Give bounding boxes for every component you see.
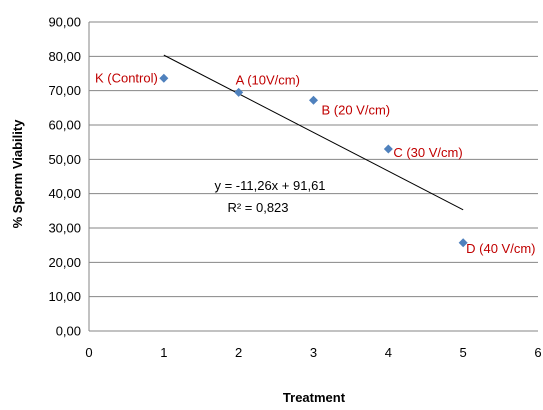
x-tick-label: 3 — [310, 345, 317, 360]
point-label: B (20 V/cm) — [322, 102, 391, 117]
y-tick-label: 0,00 — [56, 324, 81, 339]
trendline-equation: y = -11,26x + 91,61 — [214, 178, 325, 193]
y-tick-label: 30,00 — [48, 221, 81, 236]
y-tick-label: 80,00 — [48, 49, 81, 64]
trendline-group — [163, 54, 464, 211]
trendline — [163, 54, 464, 211]
y-axis-title: % Sperm Viability — [10, 119, 25, 229]
data-points — [159, 73, 468, 248]
y-tick-label: 50,00 — [48, 152, 81, 167]
x-tick-label: 4 — [385, 345, 392, 360]
y-tick-label: 60,00 — [48, 118, 81, 133]
point-labels: K (Control) A (10V/cm) B (20 V/cm) C (30 V/… — [95, 70, 536, 255]
gridlines — [89, 21, 538, 298]
y-tick-label: 20,00 — [48, 255, 81, 270]
data-point — [383, 144, 393, 154]
x-tick-label: 2 — [235, 345, 242, 360]
x-tick-label: 5 — [460, 345, 467, 360]
axes — [88, 22, 538, 332]
y-tick-label: 70,00 — [48, 83, 81, 98]
point-label: A (10V/cm) — [236, 72, 300, 87]
x-axis-title: Treatment — [283, 390, 346, 405]
x-tick-label: 0 — [85, 345, 92, 360]
data-point — [309, 95, 318, 105]
point-label: C (30 V/cm) — [393, 145, 462, 160]
data-point — [234, 87, 244, 97]
data-point — [159, 73, 169, 83]
x-tick-label: 6 — [534, 345, 541, 360]
x-tick-labels: 0 1 2 3 4 5 6 — [85, 345, 541, 360]
trendline-r-squared: R² = 0,823 — [227, 200, 288, 215]
y-tick-labels: 0,00 10,00 20,00 30,00 40,00 50,00 60,00 70,00 8… — [48, 15, 81, 339]
data-point — [458, 238, 468, 248]
y-tick-label: 90,00 — [48, 15, 81, 30]
point-label: D (40 V/cm) — [466, 241, 535, 256]
y-tick-label: 10,00 — [48, 289, 81, 304]
point-label: K (Control) — [95, 70, 158, 85]
x-tick-label: 1 — [160, 345, 167, 360]
y-tick-label: 40,00 — [48, 186, 81, 201]
